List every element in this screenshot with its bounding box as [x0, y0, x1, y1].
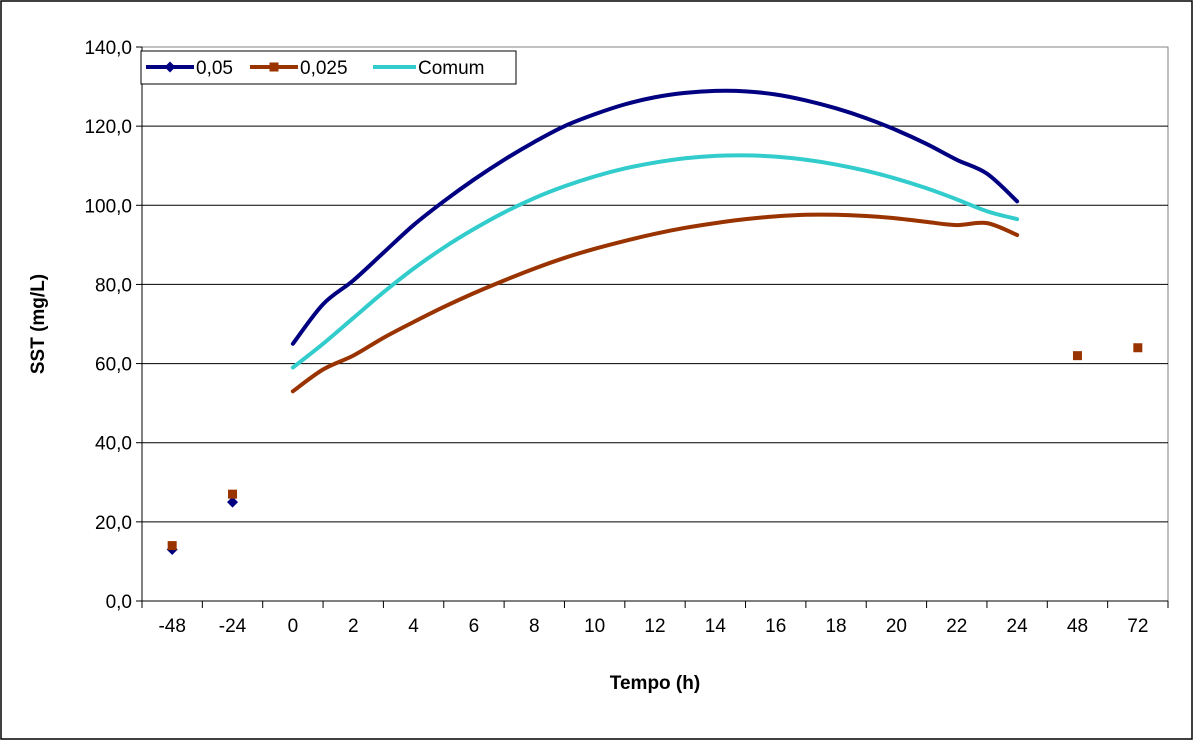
series-2: [290, 153, 1020, 370]
data-point: [167, 541, 177, 551]
x-tick-label: -48: [158, 616, 185, 637]
x-tick-label: 16: [765, 616, 786, 637]
series-line: [290, 153, 1020, 370]
legend-label: Comum: [418, 58, 485, 79]
legend: 0,05 0,025 Comum: [140, 50, 517, 85]
y-tick-label: 80,0: [95, 275, 132, 296]
data-point: [1072, 351, 1082, 361]
series-1: [167, 212, 1143, 551]
legend-box: [140, 50, 517, 85]
x-tick-label: 18: [825, 616, 846, 637]
plot-area: [141, 46, 1169, 602]
axes: 0,0 20,0 40,0 60,0 80,0 100,0 120,0 140,0 -48 -24…: [84, 38, 1169, 637]
x-tick-label: 2: [348, 616, 359, 637]
series-line: [290, 212, 1020, 394]
series-group: [166, 88, 1143, 556]
y-tick-label: 120,0: [84, 117, 132, 138]
x-tick-label: 72: [1127, 616, 1148, 637]
legend-label: 0,025: [300, 58, 348, 79]
y-axis-title: SST (mg/L): [28, 274, 49, 374]
legend-swatch-marker: [269, 62, 279, 72]
legend-swatch-marker: [164, 61, 176, 73]
y-tick-label: 60,0: [95, 355, 132, 376]
x-tick-label: 48: [1067, 616, 1088, 637]
series-line: [290, 88, 1020, 346]
y-tick-label: 0,0: [106, 592, 132, 613]
x-tick-label: 4: [408, 616, 419, 637]
y-tick-label: 40,0: [95, 434, 132, 455]
y-tick-label: 140,0: [84, 38, 132, 59]
data-point: [228, 489, 238, 499]
gridlines: [142, 125, 1168, 523]
x-tick-label: 6: [469, 616, 480, 637]
x-tick-label: 12: [644, 616, 665, 637]
y-tick-label: 100,0: [84, 196, 132, 217]
x-tick-label: 22: [946, 616, 967, 637]
x-axis-title: Tempo (h): [610, 673, 700, 694]
x-tick-label: 24: [1007, 616, 1029, 637]
x-tick-label: 14: [705, 616, 727, 637]
x-tick-label: -24: [219, 616, 247, 637]
y-tick-label: 20,0: [95, 513, 132, 534]
data-point: [1133, 343, 1143, 353]
legend-label: 0,05: [196, 58, 233, 79]
x-tick-label: 10: [584, 616, 605, 637]
x-tick-label: 0: [288, 616, 299, 637]
data-point: [227, 496, 239, 508]
x-tick-label: 8: [529, 616, 540, 637]
x-tick-label: 20: [886, 616, 907, 637]
